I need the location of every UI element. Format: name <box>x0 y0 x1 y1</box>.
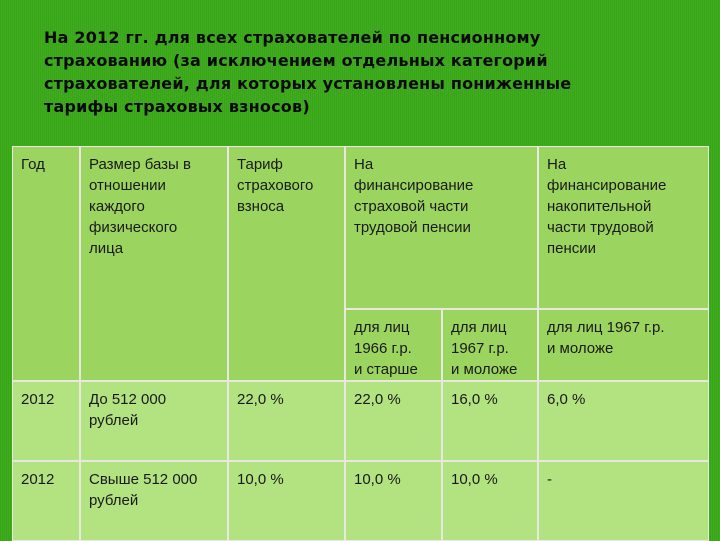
row2-funded: - <box>538 461 709 541</box>
row2-base: Свыше 512 000 рублей <box>80 461 228 541</box>
slide-title: На 2012 гг. для всех страхователей по пе… <box>44 26 694 118</box>
header-base-size: Размер базы в отношении каждого физическ… <box>80 146 228 381</box>
contribution-rates-table: Год Размер базы в отношении каждого физи… <box>12 146 709 541</box>
row2-ins-1967: 10,0 % <box>442 461 538 541</box>
row1-ins-1967: 16,0 % <box>442 381 538 461</box>
row1-ins-1966: 22,0 % <box>345 381 442 461</box>
header-insurance-part: На финансирование страховой части трудов… <box>345 146 538 309</box>
row2-ins-1966: 10,0 % <box>345 461 442 541</box>
row1-base: До 512 000 рублей <box>80 381 228 461</box>
row1-funded: 6,0 % <box>538 381 709 461</box>
row2-year: 2012 <box>12 461 80 541</box>
header-year: Год <box>12 146 80 381</box>
header-tariff: Тариф страхового взноса <box>228 146 345 381</box>
subheader-born-1967-younger: для лиц 1967 г.р. и моложе <box>442 309 538 381</box>
title-line: страхователей, для которых установлены п… <box>44 74 572 93</box>
title-line: тарифы страховых взносов) <box>44 97 310 116</box>
row2-tariff: 10,0 % <box>228 461 345 541</box>
row1-tariff: 22,0 % <box>228 381 345 461</box>
subheader-funded-1967-younger: для лиц 1967 г.р. и моложе <box>538 309 709 381</box>
row1-year: 2012 <box>12 381 80 461</box>
subheader-born-1966-older: для лиц 1966 г.р. и старше <box>345 309 442 381</box>
title-line: На 2012 гг. для всех страхователей по пе… <box>44 28 541 47</box>
header-funded-part: На финансирование накопительной части тр… <box>538 146 709 309</box>
title-line: страхованию (за исключением отдельных ка… <box>44 51 548 70</box>
